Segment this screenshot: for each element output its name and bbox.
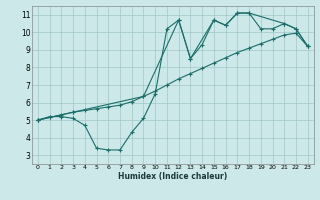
X-axis label: Humidex (Indice chaleur): Humidex (Indice chaleur)	[118, 172, 228, 181]
